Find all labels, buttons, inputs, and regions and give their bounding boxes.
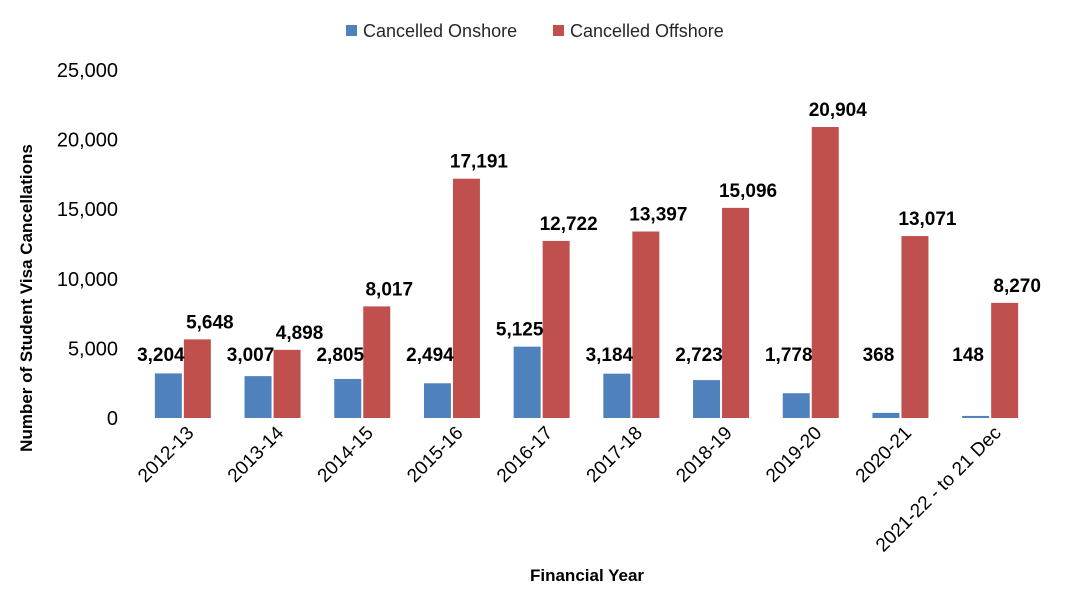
data-label-onshore-2016-17: 5,125 bbox=[496, 320, 544, 341]
bar-onshore-2016-17 bbox=[513, 346, 541, 418]
data-label-offshore-2019-20: 20,904 bbox=[809, 100, 868, 121]
data-label-offshore-2015-16: 17,191 bbox=[450, 152, 509, 173]
x-tick-label: 2014-15 bbox=[314, 423, 378, 487]
bar-onshore-2012-13 bbox=[154, 373, 182, 418]
bar-offshore-2013-14 bbox=[273, 349, 301, 418]
x-axis-title: Financial Year bbox=[530, 566, 644, 585]
x-tick-label: 2015-16 bbox=[403, 423, 467, 487]
data-label-onshore-2013-14: 3,007 bbox=[227, 345, 275, 366]
data-label-onshore-2021-22 - to 21 Dec: 148 bbox=[952, 345, 984, 366]
data-label-onshore-2017-18: 3,184 bbox=[586, 345, 634, 366]
bar-offshore-2018-19 bbox=[722, 207, 750, 418]
data-label-offshore-2021-22 - to 21 Dec: 8,270 bbox=[993, 276, 1041, 297]
y-tick-label: 5,000 bbox=[68, 338, 118, 360]
bar-offshore-2019-20 bbox=[811, 127, 839, 418]
bar-onshore-2014-15 bbox=[334, 378, 362, 418]
y-axis-title: Number of Student Visa Cancellations bbox=[17, 144, 36, 452]
x-tick-label: 2019-20 bbox=[762, 423, 826, 487]
bar-onshore-2018-19 bbox=[693, 380, 721, 418]
x-tick-label: 2017-18 bbox=[583, 423, 647, 487]
legend: Cancelled Onshore Cancelled Offshore bbox=[346, 21, 724, 41]
data-label-offshore-2013-14: 4,898 bbox=[276, 323, 324, 344]
bar-onshore-2020-21 bbox=[872, 412, 900, 418]
bar-offshore-2020-21 bbox=[901, 236, 929, 418]
y-tick-label: 10,000 bbox=[57, 269, 118, 291]
data-label-offshore-2016-17: 12,722 bbox=[540, 214, 598, 235]
bar-onshore-2019-20 bbox=[782, 393, 810, 418]
bar-offshore-2012-13 bbox=[183, 339, 211, 418]
data-label-offshore-2014-15: 8,017 bbox=[365, 279, 413, 300]
x-axis-ticks: 2012-13 2013-14 2014-15 2015-16 2016-17 2017-… bbox=[134, 422, 1005, 556]
bar-onshore-2017-18 bbox=[603, 373, 631, 418]
bar-onshore-2015-16 bbox=[423, 383, 451, 418]
legend-label-2: Cancelled Offshore bbox=[570, 21, 724, 41]
data-label-offshore-2020-21: 13,071 bbox=[898, 209, 957, 230]
bar-offshore-2016-17 bbox=[542, 240, 570, 418]
data-label-onshore-2012-13: 3,204 bbox=[137, 345, 185, 366]
bar-offshore-2021-22 - to 21 Dec bbox=[991, 302, 1019, 418]
x-tick-label: 2013-14 bbox=[224, 422, 288, 486]
data-label-onshore-2015-16: 2,494 bbox=[406, 345, 454, 366]
bars bbox=[154, 127, 1019, 418]
legend-swatch-1 bbox=[346, 25, 357, 36]
bar-offshore-2017-18 bbox=[632, 231, 660, 418]
x-tick-label: 2018-19 bbox=[672, 423, 736, 487]
y-tick-label: 25,000 bbox=[57, 60, 118, 82]
data-label-offshore-2017-18: 13,397 bbox=[629, 205, 687, 226]
x-tick-label: 2016-17 bbox=[493, 423, 557, 487]
data-label-onshore-2014-15: 2,805 bbox=[316, 345, 364, 366]
legend-swatch-2 bbox=[553, 25, 564, 36]
legend-label-1: Cancelled Onshore bbox=[363, 21, 517, 41]
data-label-offshore-2012-13: 5,648 bbox=[186, 312, 234, 333]
data-label-onshore-2019-20: 1,778 bbox=[765, 345, 813, 366]
bar-offshore-2015-16 bbox=[452, 178, 480, 418]
y-axis-ticks: 0 5,000 10,000 15,000 20,000 25,000 bbox=[57, 60, 118, 430]
y-tick-label: 0 bbox=[107, 408, 118, 430]
data-label-onshore-2018-19: 2,723 bbox=[675, 345, 723, 366]
x-tick-label: 2012-13 bbox=[134, 423, 198, 487]
y-tick-label: 15,000 bbox=[57, 199, 118, 221]
bar-onshore-2021-22 - to 21 Dec bbox=[962, 415, 990, 418]
x-tick-label: 2020-21 bbox=[852, 423, 916, 487]
bar-onshore-2013-14 bbox=[244, 376, 272, 418]
data-label-onshore-2020-21: 368 bbox=[863, 345, 895, 366]
bar-offshore-2014-15 bbox=[363, 306, 391, 418]
data-label-offshore-2018-19: 15,096 bbox=[719, 181, 777, 202]
y-tick-label: 20,000 bbox=[57, 130, 118, 152]
